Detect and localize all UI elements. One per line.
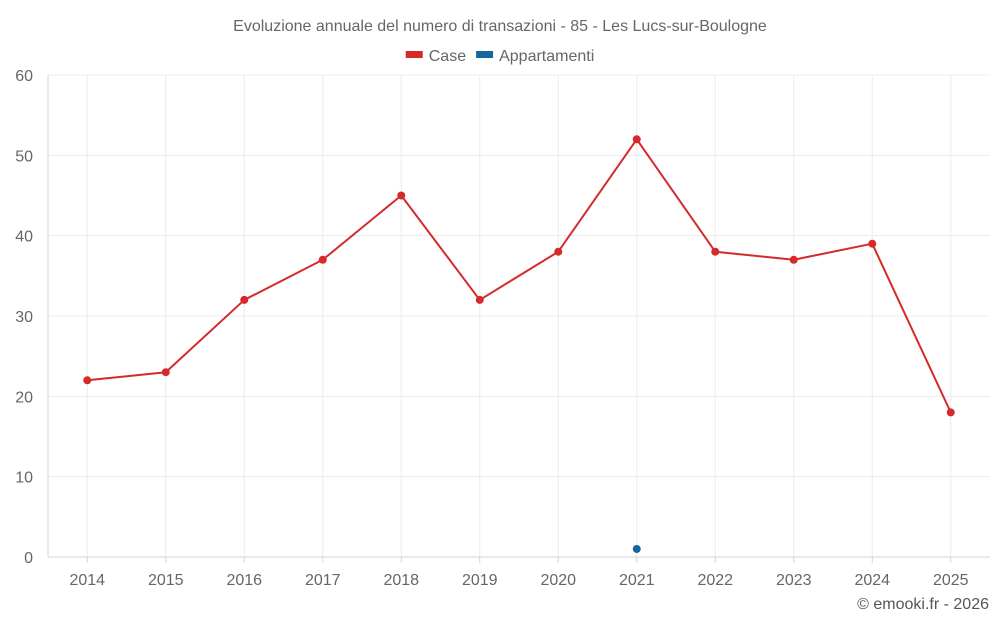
x-tick-label: 2014 xyxy=(69,572,105,589)
series-line-case xyxy=(87,138,952,413)
series-appartamenti xyxy=(632,544,641,553)
data-point-appartamenti[interactable] xyxy=(632,544,641,553)
data-point-case[interactable] xyxy=(711,247,720,256)
data-point-case[interactable] xyxy=(161,368,170,377)
x-tick-label: 2015 xyxy=(148,572,184,589)
data-point-case[interactable] xyxy=(632,135,641,144)
x-tick-label: 2021 xyxy=(619,572,655,589)
x-tick-label: 2025 xyxy=(933,572,969,589)
legend-label: Case xyxy=(429,48,466,65)
data-point-case[interactable] xyxy=(946,408,955,417)
legend-label: Appartamenti xyxy=(499,48,594,65)
data-point-case[interactable] xyxy=(83,376,92,385)
legend-item-appartamenti[interactable]: Appartamenti xyxy=(476,48,594,65)
credit-text: © emooki.fr - 2026 xyxy=(857,596,989,613)
x-tick-label: 2020 xyxy=(540,572,576,589)
data-point-case[interactable] xyxy=(554,247,563,256)
y-tick-label: 0 xyxy=(24,550,33,567)
y-tick-label: 40 xyxy=(15,229,33,246)
y-tick-label: 30 xyxy=(15,309,33,326)
x-tick-label: 2017 xyxy=(305,572,341,589)
series xyxy=(83,135,955,553)
data-point-case[interactable] xyxy=(789,255,798,264)
legend-swatch xyxy=(476,51,494,58)
x-tick-label: 2023 xyxy=(776,572,812,589)
grid xyxy=(48,74,990,557)
data-point-case[interactable] xyxy=(475,295,484,304)
series-case xyxy=(83,135,955,417)
x-tick-label: 2019 xyxy=(462,572,498,589)
x-tick-label: 2024 xyxy=(854,572,890,589)
data-point-case[interactable] xyxy=(397,191,406,200)
y-tick-label: 60 xyxy=(15,68,33,85)
legend-item-case[interactable]: Case xyxy=(405,48,466,65)
x-tick-label: 2018 xyxy=(383,572,419,589)
data-point-case[interactable] xyxy=(318,255,327,264)
axes: 0 10 20 30 40 50 60 2014 2015 2016 2017 2018 2019 202… xyxy=(15,68,990,589)
legend: Case Appartamenti xyxy=(405,48,594,65)
y-tick-label: 50 xyxy=(15,148,33,165)
y-tick-label: 10 xyxy=(15,470,33,487)
data-point-case[interactable] xyxy=(868,239,877,248)
data-point-case[interactable] xyxy=(240,295,249,304)
y-tick-label: 20 xyxy=(15,389,33,406)
chart-title: Evoluzione annuale del numero di transaz… xyxy=(233,18,767,35)
x-tick-label: 2022 xyxy=(697,572,733,589)
legend-swatch xyxy=(405,51,423,58)
x-tick-label: 2016 xyxy=(226,572,262,589)
